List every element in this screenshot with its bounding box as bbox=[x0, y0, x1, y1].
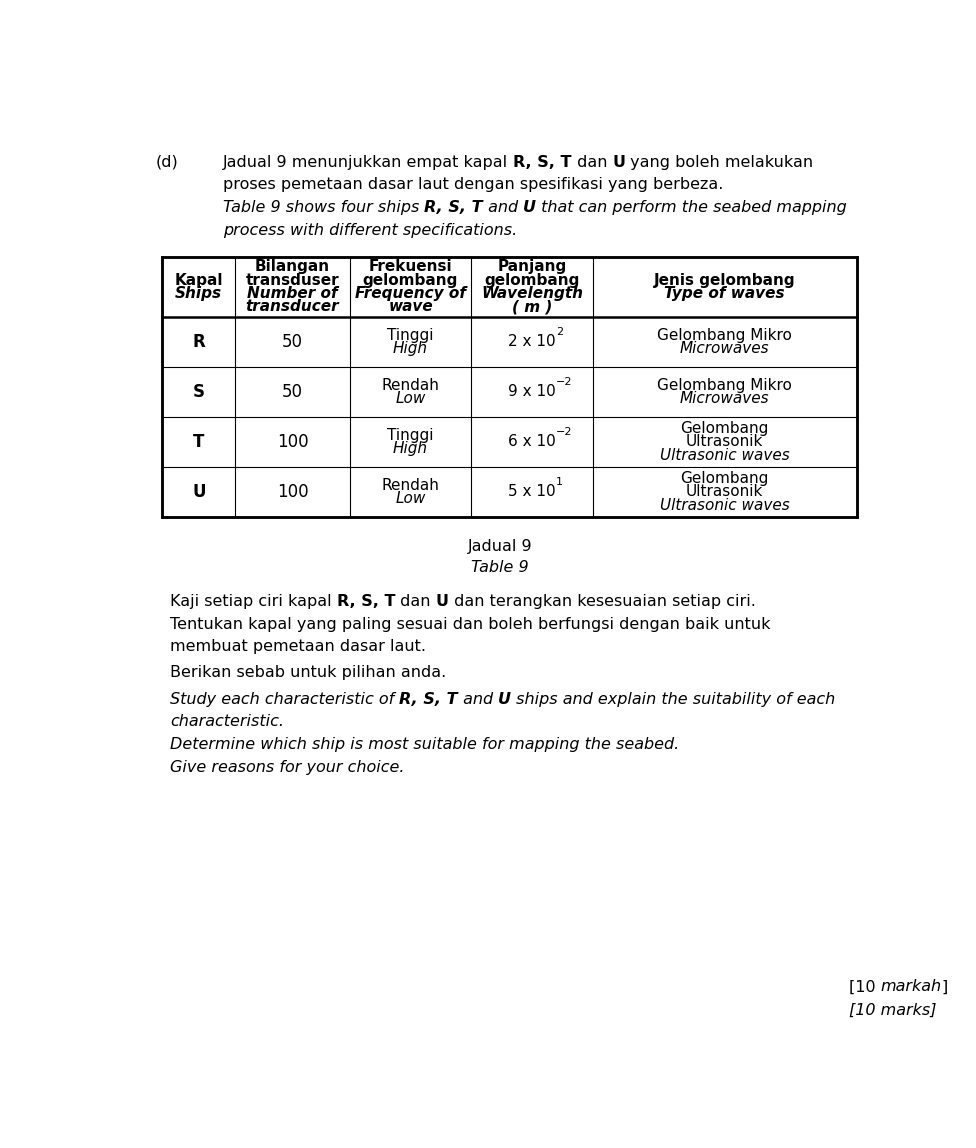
Text: Microwaves: Microwaves bbox=[680, 391, 770, 406]
Text: High: High bbox=[393, 441, 428, 456]
Text: Microwaves: Microwaves bbox=[680, 341, 770, 356]
Text: R: R bbox=[192, 333, 205, 351]
Text: Berikan sebab untuk pilihan anda.: Berikan sebab untuk pilihan anda. bbox=[170, 665, 446, 681]
Text: and: and bbox=[458, 692, 498, 707]
Text: Jadual 9 menunjukkan empat kapal: Jadual 9 menunjukkan empat kapal bbox=[223, 155, 513, 170]
Text: Number of: Number of bbox=[247, 286, 338, 301]
Text: U: U bbox=[498, 692, 511, 707]
Text: Wavelength: Wavelength bbox=[481, 286, 583, 301]
Text: Study each characteristic of: Study each characteristic of bbox=[170, 692, 399, 707]
Text: 50: 50 bbox=[282, 333, 303, 351]
Text: membuat pemetaan dasar laut.: membuat pemetaan dasar laut. bbox=[170, 639, 427, 654]
Text: Gelombang: Gelombang bbox=[680, 471, 769, 486]
Text: Type of waves: Type of waves bbox=[665, 286, 785, 301]
Text: 9 x 10: 9 x 10 bbox=[508, 385, 556, 400]
Text: U: U bbox=[523, 200, 536, 215]
Text: dan terangkan kesesuaian setiap ciri.: dan terangkan kesesuaian setiap ciri. bbox=[449, 594, 755, 608]
Text: Gelombang: Gelombang bbox=[680, 421, 769, 436]
Text: ships and explain the suitability of each: ships and explain the suitability of eac… bbox=[511, 692, 835, 707]
Text: R, S, T: R, S, T bbox=[337, 594, 395, 608]
Text: and: and bbox=[483, 200, 523, 215]
Text: Table 9 shows four ships: Table 9 shows four ships bbox=[223, 200, 425, 215]
Text: 1: 1 bbox=[556, 476, 563, 487]
Text: 5 x 10: 5 x 10 bbox=[508, 484, 556, 499]
Text: Ultrasonik: Ultrasonik bbox=[686, 484, 763, 499]
Text: Bilangan: Bilangan bbox=[255, 259, 330, 274]
Text: Frequency of: Frequency of bbox=[355, 286, 467, 301]
Text: 100: 100 bbox=[276, 433, 308, 451]
Text: gelombang: gelombang bbox=[484, 272, 580, 287]
Text: Jadual 9: Jadual 9 bbox=[468, 538, 533, 553]
Text: R, S, T: R, S, T bbox=[399, 692, 458, 707]
Text: 6 x 10: 6 x 10 bbox=[508, 434, 556, 449]
Text: Gelombang Mikro: Gelombang Mikro bbox=[657, 378, 793, 393]
Text: gelombang: gelombang bbox=[363, 272, 459, 287]
Text: Gelombang Mikro: Gelombang Mikro bbox=[657, 327, 793, 342]
Text: Tinggi: Tinggi bbox=[387, 428, 433, 443]
Text: [10: [10 bbox=[849, 979, 880, 994]
Text: Determine which ship is most suitable for mapping the seabed.: Determine which ship is most suitable fo… bbox=[170, 737, 679, 752]
Text: Table 9: Table 9 bbox=[471, 560, 529, 575]
Text: 2 x 10: 2 x 10 bbox=[508, 334, 556, 349]
Text: Rendah: Rendah bbox=[382, 378, 439, 393]
Text: [10 marks]: [10 marks] bbox=[849, 1002, 936, 1017]
Bar bbox=[162, 257, 857, 517]
Text: R, S, T: R, S, T bbox=[425, 200, 483, 215]
Text: Ships: Ships bbox=[176, 286, 223, 301]
Text: yang boleh melakukan: yang boleh melakukan bbox=[625, 155, 813, 170]
Text: 2: 2 bbox=[556, 327, 563, 336]
Text: transducer: transducer bbox=[246, 300, 340, 315]
Text: U: U bbox=[436, 594, 449, 608]
Text: Low: Low bbox=[395, 491, 426, 506]
Text: 50: 50 bbox=[282, 383, 303, 401]
Text: wave: wave bbox=[388, 300, 433, 315]
Text: process with different specifications.: process with different specifications. bbox=[223, 223, 517, 238]
Text: (d): (d) bbox=[155, 155, 178, 170]
Text: T: T bbox=[193, 433, 204, 451]
Text: U: U bbox=[192, 483, 206, 501]
Text: ( m ): ( m ) bbox=[511, 300, 552, 315]
Text: Frekuensi: Frekuensi bbox=[369, 259, 452, 274]
Text: that can perform the seabed mapping: that can perform the seabed mapping bbox=[536, 200, 847, 215]
Text: characteristic.: characteristic. bbox=[170, 714, 284, 729]
Text: Jenis gelombang: Jenis gelombang bbox=[654, 272, 795, 287]
Text: dan: dan bbox=[572, 155, 612, 170]
Text: 100: 100 bbox=[276, 483, 308, 501]
Text: dan: dan bbox=[395, 594, 436, 608]
Text: U: U bbox=[612, 155, 625, 170]
Text: Tentukan kapal yang paling sesuai dan boleh berfungsi dengan baik untuk: Tentukan kapal yang paling sesuai dan bo… bbox=[170, 616, 770, 631]
Text: Ultrasonic waves: Ultrasonic waves bbox=[660, 448, 790, 463]
Text: markah: markah bbox=[880, 979, 942, 994]
Text: −2: −2 bbox=[556, 377, 573, 387]
Text: Tinggi: Tinggi bbox=[387, 327, 433, 342]
Text: transduser: transduser bbox=[246, 272, 340, 287]
Text: R, S, T: R, S, T bbox=[513, 155, 572, 170]
Text: Rendah: Rendah bbox=[382, 478, 439, 492]
Text: Ultrasonik: Ultrasonik bbox=[686, 434, 763, 449]
Text: Panjang: Panjang bbox=[498, 259, 567, 274]
Text: S: S bbox=[192, 383, 205, 401]
Text: Kapal: Kapal bbox=[175, 272, 223, 287]
Text: Give reasons for your choice.: Give reasons for your choice. bbox=[170, 760, 404, 775]
Text: proses pemetaan dasar laut dengan spesifikasi yang berbeza.: proses pemetaan dasar laut dengan spesif… bbox=[223, 178, 723, 193]
Text: −2: −2 bbox=[556, 427, 573, 437]
Text: Ultrasonic waves: Ultrasonic waves bbox=[660, 498, 790, 513]
Text: High: High bbox=[393, 341, 428, 356]
Text: ]: ] bbox=[942, 979, 948, 994]
Text: Low: Low bbox=[395, 391, 426, 406]
Text: Kaji setiap ciri kapal: Kaji setiap ciri kapal bbox=[170, 594, 337, 608]
